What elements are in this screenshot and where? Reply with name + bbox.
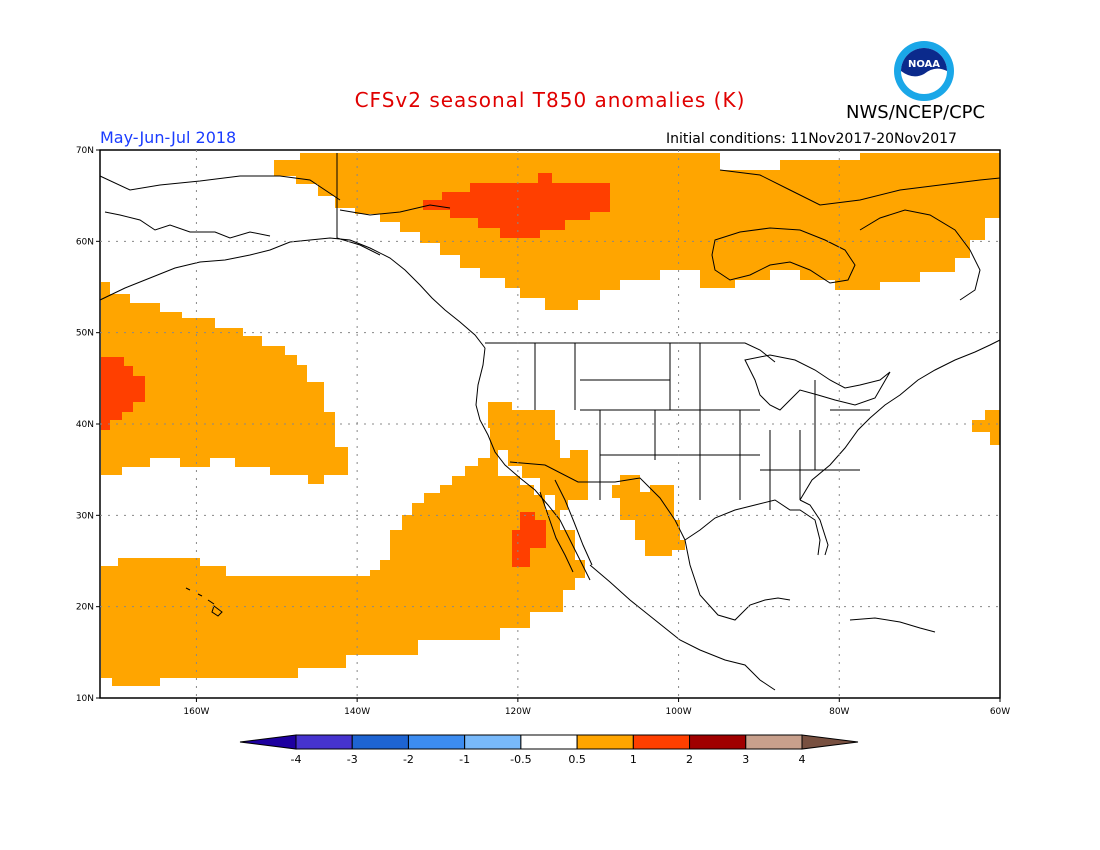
colorbar-label: 4 xyxy=(799,753,806,766)
coastline-florida xyxy=(799,499,829,556)
anomaly-fill-layer xyxy=(101,153,1000,686)
political-borders-layer xyxy=(336,153,870,541)
coastline-hawaii xyxy=(185,587,223,617)
lon-tick-label: 100W xyxy=(666,707,692,717)
axis-tick-labels: 70N 60N 50N 40N 30N 20N 10N 160W 140W 120W 100W 80W… xyxy=(76,146,1010,717)
coastline-pacific-northwest xyxy=(475,347,591,581)
season-label: May-Jun-Jul 2018 xyxy=(100,128,237,147)
border-us-mexico xyxy=(509,461,686,541)
state-lines xyxy=(534,343,870,510)
coastline-cuba xyxy=(849,617,936,633)
lon-tick-label: 140W xyxy=(344,707,370,717)
coastline-gulf-mexico xyxy=(684,499,821,556)
lat-tick-label: 50N xyxy=(76,329,94,339)
colorbar-swatch xyxy=(689,734,747,750)
coastline-mexico-west xyxy=(589,564,776,691)
colorbar-label: 2 xyxy=(686,753,693,766)
anomaly-region-subtropical-pacific-warm xyxy=(101,450,585,686)
coastline-alaska-peninsula xyxy=(99,237,486,349)
coastline-hudson-bay xyxy=(711,227,856,284)
colorbar-swatch xyxy=(576,734,634,750)
colorbar-swatch xyxy=(520,734,578,750)
coastline-labrador xyxy=(859,209,981,301)
colorbar-label: -0.5 xyxy=(510,753,531,766)
colorbar-swatch xyxy=(745,734,803,750)
coastline-alaska-west xyxy=(104,211,271,239)
agency-label: NWS/NCEP/CPC xyxy=(846,102,986,123)
colorbar-label: -4 xyxy=(291,753,302,766)
coastline-great-lakes xyxy=(744,354,891,411)
lat-tick-label: 10N xyxy=(76,694,94,704)
lat-tick-label: 40N xyxy=(76,420,94,430)
anomaly-region-north-pacific-warm xyxy=(101,282,348,484)
colorbar-label: 0.5 xyxy=(568,753,586,766)
colorbar-label: -1 xyxy=(459,753,470,766)
graticule-layer xyxy=(100,150,1000,698)
colorbar-label: 3 xyxy=(742,753,749,766)
lat-tick-label: 30N xyxy=(76,511,94,521)
initial-conditions-label: Initial conditions: 11Nov2017-20Nov2017 xyxy=(666,131,957,147)
colorbar-swatch xyxy=(295,734,353,750)
coastline-gulf-california xyxy=(554,479,593,566)
border-us-canada xyxy=(485,342,776,363)
colorbar-arrow-low xyxy=(239,734,297,750)
chart-title: CFSv2 seasonal T850 anomalies (K) xyxy=(354,88,746,112)
lat-tick-label: 70N xyxy=(76,146,94,156)
anomaly-region-southwest-us-warm xyxy=(488,402,588,510)
lat-tick-label: 20N xyxy=(76,603,94,613)
anomaly-region-atlantic-coast-warm xyxy=(972,410,1000,445)
colorbar-arrow-high xyxy=(801,734,859,750)
coastline-alaska-north xyxy=(99,175,341,201)
anomaly-region-yukon-nwt-warm-core xyxy=(423,173,610,238)
lat-tick-label: 60N xyxy=(76,237,94,247)
colorbar-swatch xyxy=(351,734,409,750)
colorbar-swatch xyxy=(464,734,522,750)
anomaly-region-north-pacific-warm-core xyxy=(101,357,145,430)
colorbar-label: 1 xyxy=(630,753,637,766)
lon-tick-label: 60W xyxy=(990,707,1010,717)
coastline-layer xyxy=(99,169,1001,691)
colorbar-swatch xyxy=(407,734,466,750)
coastline-mexico-gulf xyxy=(684,539,791,621)
colorbar-label: -2 xyxy=(403,753,414,766)
colorbar: -4 -3 -2 -1 -0.5 0.5 1 2 3 4 xyxy=(239,734,859,766)
noaa-logo-text: NOAA xyxy=(908,59,940,70)
coastline-arctic-islands xyxy=(719,169,1001,206)
noaa-logo: NOAA xyxy=(894,41,954,101)
lon-tick-label: 120W xyxy=(505,707,531,717)
coastline-baja xyxy=(539,491,574,573)
colorbar-label: -3 xyxy=(347,753,358,766)
coastline-beaufort xyxy=(339,204,451,216)
colorbar-swatch xyxy=(632,734,691,750)
anomaly-region-baja-warm-core xyxy=(512,512,546,567)
lon-tick-label: 80W xyxy=(829,707,849,717)
coastline-us-east xyxy=(799,339,1001,501)
lon-tick-label: 160W xyxy=(183,707,209,717)
anomaly-region-mexico-plateau-warm xyxy=(612,475,685,556)
anomaly-region-canada-north-warm xyxy=(274,153,1000,310)
